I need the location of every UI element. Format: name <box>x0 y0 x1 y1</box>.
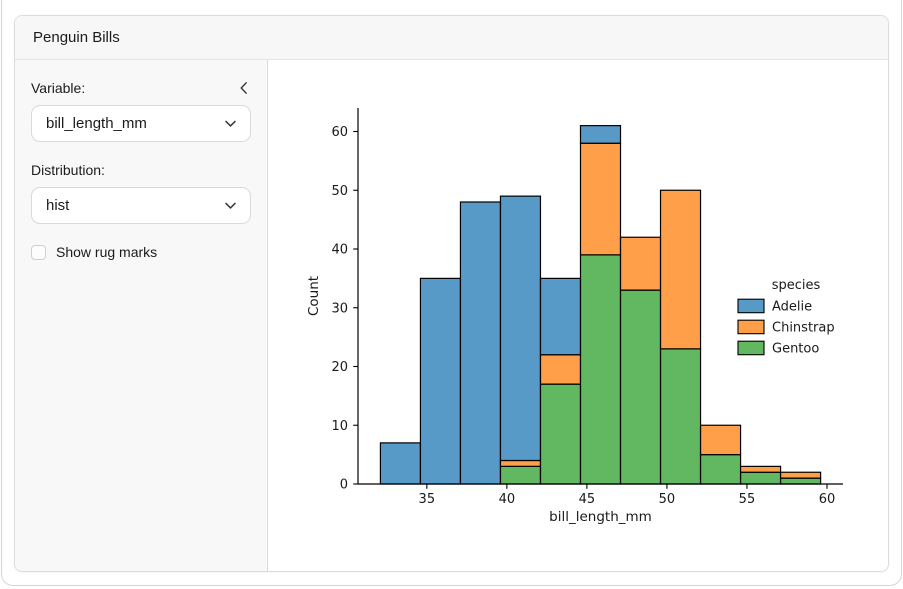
sidebar: Variable: bill_length_mm Distribution: h… <box>15 60 268 571</box>
histogram-bar-segment <box>699 424 742 456</box>
legend-label: Chinstrap <box>772 321 835 336</box>
y-tick-label: 10 <box>331 419 348 434</box>
histogram-bar-segment <box>379 442 422 485</box>
histogram-bar-segment <box>419 277 462 485</box>
main-panel: 35 40 45 50 55 60 0 10 20 30 40 50 60 bill_length_mm C… <box>268 60 888 571</box>
card-body: Variable: bill_length_mm Distribution: h… <box>15 60 888 571</box>
histogram-bar-segment <box>779 471 822 479</box>
card-header: Penguin Bills <box>15 16 888 60</box>
histogram-bar-segment <box>739 465 782 473</box>
rug-checkbox[interactable] <box>31 244 46 260</box>
y-tick-label: 40 <box>331 243 348 258</box>
sidebar-collapse-button[interactable] <box>233 77 255 99</box>
distribution-select[interactable]: hist <box>31 187 251 224</box>
x-tick-label: 35 <box>419 492 436 507</box>
variable-select-value: bill_length_mm <box>46 115 147 132</box>
x-tick-label: 45 <box>579 492 596 507</box>
histogram-bars <box>379 125 822 485</box>
x-tick-label: 60 <box>819 492 836 507</box>
x-tick-label: 55 <box>739 492 756 507</box>
histogram-bar-segment <box>539 354 582 385</box>
y-tick-label: 0 <box>340 478 348 493</box>
variable-label: Variable: <box>31 80 86 96</box>
histogram-bar-segment <box>499 459 542 467</box>
histogram-bar-segment <box>579 142 622 256</box>
legend: species Adelie Chinstrap Gentoo <box>737 278 835 357</box>
histogram-bar-segment <box>739 471 782 485</box>
legend-title: species <box>772 278 821 293</box>
histogram-bar-segment <box>499 465 542 485</box>
legend-swatch <box>737 340 765 356</box>
axes: 35 40 45 50 55 60 0 10 20 30 40 50 60 bill_length_mm C… <box>306 108 843 525</box>
legend-label: Adelie <box>772 300 812 315</box>
histogram-bar-segment <box>539 383 582 485</box>
histogram-bar-segment <box>659 189 702 350</box>
x-tick-label: 50 <box>659 492 676 507</box>
y-axis-label: Count <box>306 276 322 316</box>
histogram-bar-segment <box>579 125 622 144</box>
histogram-bar-segment <box>539 277 582 356</box>
chevron-down-icon <box>223 116 238 131</box>
histogram-bar-segment <box>619 236 662 291</box>
distribution-select-value: hist <box>46 197 70 214</box>
x-tick-label: 40 <box>499 492 516 507</box>
histogram-bar-segment <box>579 254 622 485</box>
y-tick-label: 50 <box>331 184 348 199</box>
chevron-left-icon <box>236 80 252 96</box>
legend-swatch <box>737 319 765 335</box>
rug-checkbox-row[interactable]: Show rug marks <box>31 244 251 260</box>
chevron-down-icon <box>223 198 238 213</box>
distribution-label: Distribution: <box>31 162 105 178</box>
y-tick-label: 30 <box>331 301 348 316</box>
histogram-bar-segment <box>699 454 742 485</box>
variable-select[interactable]: bill_length_mm <box>31 105 251 142</box>
legend-swatch <box>737 298 765 314</box>
histogram-bar-segment <box>659 348 702 485</box>
y-tick-label: 20 <box>331 360 348 375</box>
histogram-bar-segment <box>779 477 822 485</box>
page-title: Penguin Bills <box>33 29 120 46</box>
histogram-bar-segment <box>619 289 662 485</box>
x-axis-label: bill_length_mm <box>549 509 652 525</box>
rug-checkbox-label: Show rug marks <box>56 244 158 260</box>
legend-label: Gentoo <box>772 342 819 357</box>
app-card: Penguin Bills Variable: bill_length_mm <box>14 15 889 572</box>
histogram-bar-segment <box>459 201 502 485</box>
histogram-chart: 35 40 45 50 55 60 0 10 20 30 40 50 60 bill_length_mm C… <box>306 108 843 525</box>
y-tick-label: 60 <box>331 125 348 140</box>
histogram-bar-segment <box>499 195 542 462</box>
